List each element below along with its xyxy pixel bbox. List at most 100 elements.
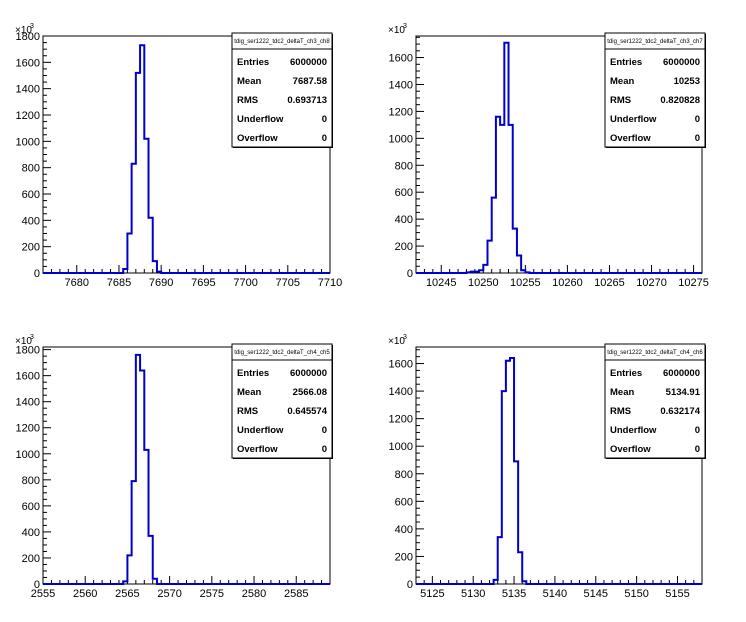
y-tick-label: 1000	[389, 441, 413, 453]
stats-row-label: Mean	[610, 76, 634, 87]
x-tick-label: 2560	[73, 588, 97, 600]
histogram-pad-2: 10245 10250 10255 10260 10265 10270 10275 0 200 4…	[388, 23, 709, 289]
stats-row-label: RMS	[237, 406, 258, 417]
histogram-pad-3: 2555 2560 2565 2570 2575 2580 2585 0 200 400 600 80…	[15, 334, 333, 600]
y-tick-label: 1200	[16, 110, 40, 122]
stats-row-value: 0	[322, 444, 327, 455]
stats-row-value: 6000000	[663, 57, 700, 68]
stats-row-label: Entries	[237, 57, 269, 68]
stats-row-label: Underflow	[610, 425, 657, 436]
y-tick-label: 1800	[16, 31, 40, 43]
stats-title: tdig_ser1222_tdc2_deltaT_ch3_ch7	[607, 39, 703, 45]
y-tick-label: 400	[22, 527, 40, 539]
stats-row-label: Overflow	[610, 133, 651, 144]
stats-title: tdig_ser1222_tdc2_deltaT_ch3_ch8	[234, 39, 330, 45]
stats-box: tdig_ser1222_tdc2_deltaT_ch3_ch8 Entries 6…	[231, 32, 333, 148]
stats-box: tdig_ser1222_tdc2_deltaT_ch4_ch5 Entries 6…	[231, 343, 333, 459]
stats-row-label: Underflow	[237, 114, 284, 125]
histogram-bin	[500, 125, 504, 273]
stats-row-label: Entries	[237, 368, 269, 379]
stats-box: tdig_ser1222_tdc2_deltaT_ch4_ch6 Entries 6…	[604, 343, 706, 459]
stats-row-label: RMS	[237, 95, 258, 106]
stats-row-label: Overflow	[610, 444, 651, 455]
stats-row-value: 0.632174	[660, 406, 700, 417]
y-tick-label: 1200	[16, 423, 40, 435]
x-tick-label: 5155	[665, 588, 689, 600]
stats-row-label: Entries	[610, 57, 642, 68]
y-tick-label: 800	[395, 469, 413, 481]
stats-row-value: 6000000	[290, 368, 327, 379]
y-tick-label: 200	[22, 553, 40, 565]
histogram-outline	[43, 353, 330, 585]
y-tick-label: 1400	[389, 386, 413, 398]
y-tick-label: 800	[22, 475, 40, 487]
y-tick-label: 800	[22, 163, 40, 175]
stats-row-label: Entries	[610, 368, 642, 379]
x-tick-label: 2570	[157, 588, 181, 600]
y-tick-label: 0	[407, 579, 413, 591]
stats-row-value: 6000000	[290, 57, 327, 68]
y-multiplier-exponent: 3	[30, 23, 34, 30]
x-tick-label: 2585	[284, 588, 308, 600]
stats-box-frame	[604, 343, 706, 459]
y-tick-label: 800	[395, 160, 413, 172]
x-tick-label: 2580	[242, 588, 266, 600]
stats-title: tdig_ser1222_tdc2_deltaT_ch4_ch5	[234, 350, 330, 356]
stats-row-label: RMS	[610, 95, 631, 106]
x-tick-label: 10275	[678, 277, 709, 289]
stats-row-value: 0	[695, 133, 700, 144]
x-tick-label: 7695	[191, 277, 215, 289]
x-tick-label: 5125	[420, 588, 444, 600]
y-tick-label: 0	[407, 268, 413, 280]
stats-row-value: 0.693713	[287, 95, 327, 106]
histogram-outline	[416, 41, 702, 274]
y-tick-label: 400	[22, 215, 40, 227]
x-tick-label: 7685	[107, 277, 131, 289]
stats-row-value: 10253	[674, 76, 700, 87]
stats-row-value: 0.645574	[287, 406, 327, 417]
y-tick-label: 200	[22, 242, 40, 254]
x-tick-label: 10260	[552, 277, 583, 289]
y-tick-label: 1400	[389, 79, 413, 91]
stats-row-value: 0	[322, 133, 327, 144]
x-tick-label: 10245	[426, 277, 457, 289]
y-tick-label: 1600	[389, 53, 413, 65]
y-tick-label: 400	[395, 524, 413, 536]
x-tick-label: 10255	[510, 277, 541, 289]
y-tick-label: 1400	[16, 84, 40, 96]
stats-row-label: Mean	[610, 387, 634, 398]
stats-row-label: Underflow	[237, 425, 284, 436]
y-tick-label: 1000	[16, 136, 40, 148]
y-tick-label: 1000	[16, 449, 40, 461]
y-multiplier-label: ×10	[388, 336, 405, 347]
y-tick-label: 1800	[16, 345, 40, 357]
y-tick-label: 0	[34, 268, 40, 280]
x-tick-label: 2565	[115, 588, 139, 600]
y-tick-label: 200	[395, 241, 413, 253]
stats-box-frame	[604, 32, 706, 148]
stats-row-value: 0	[322, 425, 327, 436]
stats-row-label: Underflow	[610, 114, 657, 125]
stats-row-value: 0.820828	[660, 95, 700, 106]
y-multiplier-exponent: 3	[403, 23, 407, 30]
stats-row-value: 0	[322, 114, 327, 125]
stats-row-value: 2566.08	[293, 387, 327, 398]
y-tick-label: 600	[395, 187, 413, 199]
stats-box-frame	[231, 32, 333, 148]
stats-row-value: 6000000	[663, 368, 700, 379]
y-tick-label: 600	[22, 189, 40, 201]
y-tick-label: 1200	[389, 414, 413, 426]
stats-row-label: RMS	[610, 406, 631, 417]
x-tick-label: 7680	[65, 277, 89, 289]
stats-row-value: 0	[695, 425, 700, 436]
x-tick-label: 5135	[502, 588, 526, 600]
y-multiplier-label: ×10	[388, 25, 405, 36]
x-tick-label: 10265	[594, 277, 625, 289]
x-tick-label: 10250	[468, 277, 499, 289]
y-tick-label: 400	[395, 214, 413, 226]
y-tick-label: 1600	[389, 359, 413, 371]
x-tick-label: 7705	[276, 277, 300, 289]
stats-row-value: 0	[695, 444, 700, 455]
x-tick-label: 5130	[461, 588, 485, 600]
